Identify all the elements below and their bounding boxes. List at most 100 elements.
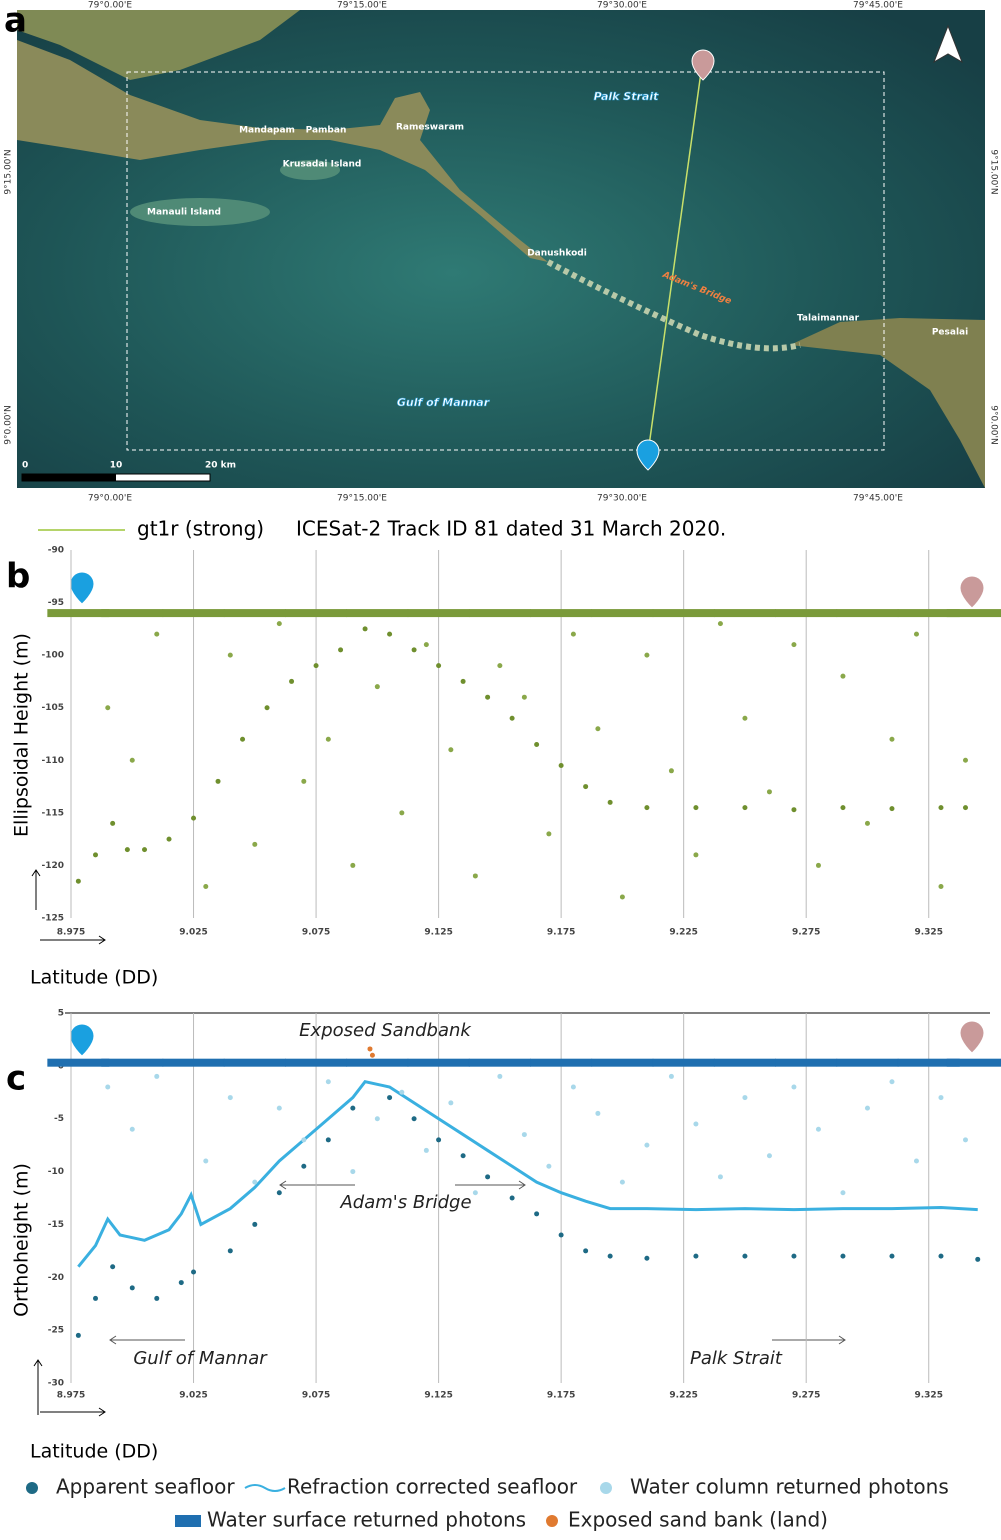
point <box>534 1211 540 1217</box>
y-tick-label: -90 <box>48 546 64 556</box>
x-tick-label: 9.225 <box>669 1391 697 1401</box>
scale-label: 10 <box>110 461 123 471</box>
place-label: Mandapam <box>239 126 295 136</box>
y-axis-label: Ellipsoidal Height (m) <box>11 633 33 837</box>
surface-band <box>285 609 348 618</box>
point <box>668 768 674 774</box>
point <box>607 1253 613 1259</box>
point <box>583 1248 589 1254</box>
point <box>717 1174 723 1180</box>
x-tick-label: 9.225 <box>669 928 697 938</box>
point <box>791 1084 797 1090</box>
x-tick-label: 9.325 <box>914 1391 942 1401</box>
point <box>595 1110 601 1116</box>
surface-band <box>468 609 531 618</box>
surface-band <box>775 609 838 618</box>
place-label: Pamban <box>306 126 347 136</box>
point <box>619 1179 625 1185</box>
point <box>227 1095 233 1101</box>
surface-band <box>47 1058 110 1067</box>
point <box>203 1158 209 1164</box>
point <box>325 736 331 742</box>
point <box>203 883 209 889</box>
point <box>191 815 197 821</box>
point <box>178 1280 184 1286</box>
point <box>325 1137 331 1143</box>
surface-band <box>530 609 593 618</box>
point <box>411 1116 417 1122</box>
point <box>644 805 650 811</box>
point <box>693 1253 699 1259</box>
point <box>369 1052 375 1058</box>
map <box>17 10 985 488</box>
point <box>644 1142 650 1148</box>
point <box>693 1121 699 1127</box>
point <box>264 705 270 711</box>
point <box>889 1253 895 1259</box>
point <box>619 894 625 900</box>
y-tick-label: -125 <box>41 914 64 924</box>
point <box>546 1163 552 1169</box>
point <box>154 1073 160 1079</box>
annotation-arrows <box>109 1180 846 1345</box>
reef <box>130 198 270 226</box>
point <box>289 678 295 684</box>
lon-label: 79°30.00'E <box>597 1 647 11</box>
point <box>938 805 944 811</box>
y-tick-label: -25 <box>48 1326 64 1336</box>
place-label: Manauli Island <box>147 208 221 218</box>
point <box>521 1132 527 1138</box>
point <box>864 820 870 826</box>
point <box>521 694 527 700</box>
point <box>975 1256 981 1262</box>
surface-band <box>946 1058 1001 1067</box>
point <box>913 1158 919 1164</box>
point <box>864 1105 870 1111</box>
lon-label: 79°45.00'E <box>853 494 903 504</box>
sea <box>17 10 985 488</box>
surface-band <box>407 1058 470 1067</box>
point <box>570 1084 576 1090</box>
x-axis-label: Latitude (DD) <box>30 1441 158 1463</box>
surface-band <box>101 609 164 618</box>
y-tick-label: -100 <box>41 651 64 661</box>
scale-label: 0 <box>22 461 28 471</box>
point <box>166 836 172 842</box>
point <box>913 631 919 637</box>
point <box>387 631 393 637</box>
point <box>472 873 478 879</box>
lon-label: 79°0.00'E <box>88 1 132 11</box>
point <box>546 831 552 837</box>
y-tick-label: -115 <box>41 808 64 818</box>
x-tick-label: 8.975 <box>57 928 85 938</box>
track-caption: ICESat-2 Track ID 81 dated 31 March 2020… <box>296 517 726 541</box>
y-tick-label: -30 <box>48 1379 64 1389</box>
point <box>374 684 380 690</box>
point <box>962 805 968 811</box>
point <box>350 1169 356 1175</box>
point <box>742 805 748 811</box>
point <box>889 736 895 742</box>
x-tick-label: 8.975 <box>57 1391 85 1401</box>
surface-band <box>101 1058 164 1067</box>
point <box>583 784 589 790</box>
point <box>110 820 116 826</box>
point <box>399 810 405 816</box>
point <box>644 652 650 658</box>
point <box>325 1079 331 1085</box>
point <box>350 862 356 868</box>
point <box>534 742 540 748</box>
point <box>570 631 576 637</box>
point <box>742 1253 748 1259</box>
place-label: Rameswaram <box>396 123 464 133</box>
surface-band <box>836 1058 899 1067</box>
surface-band <box>407 609 470 618</box>
point <box>105 705 111 711</box>
point <box>889 1079 895 1085</box>
point <box>742 1095 748 1101</box>
point <box>227 1248 233 1254</box>
point <box>240 736 246 742</box>
point <box>938 1095 944 1101</box>
point <box>129 1285 135 1291</box>
x-tick-label: 9.175 <box>547 1391 575 1401</box>
